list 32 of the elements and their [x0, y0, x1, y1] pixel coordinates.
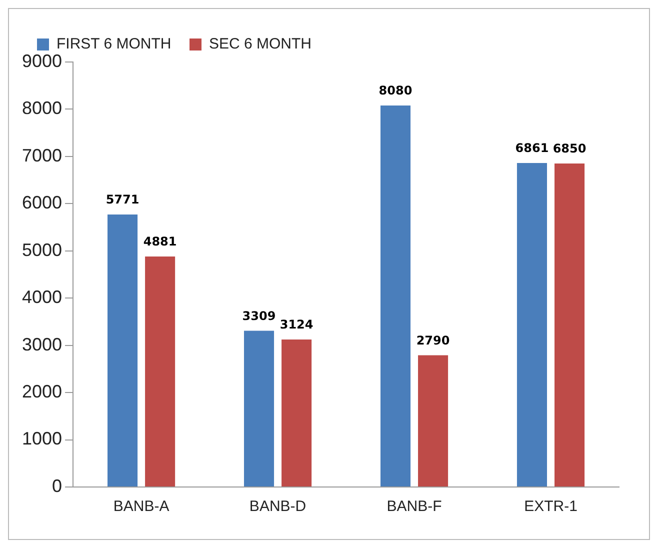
x-tick-label: BANB-D — [249, 498, 306, 516]
data-label: 2790 — [416, 333, 450, 348]
bar — [516, 163, 547, 486]
y-tick-label: 5000 — [22, 240, 62, 260]
data-label: 5771 — [106, 192, 140, 207]
data-label: 6850 — [552, 142, 586, 156]
y-tick-label: 9000 — [22, 50, 62, 71]
y-tick-label: 1000 — [22, 428, 62, 449]
x-tick-label: BANB-A — [113, 498, 170, 516]
y-tick-label: 7000 — [22, 145, 62, 166]
bar — [554, 164, 585, 486]
y-tick-label: 4000 — [22, 287, 62, 308]
y-tick-label: 8000 — [22, 98, 62, 118]
data-label: 4881 — [143, 234, 177, 249]
x-tick-label: EXTR-1 — [524, 498, 578, 516]
y-tick-label: 3000 — [22, 334, 62, 354]
data-label: 6861 — [515, 141, 549, 156]
bar — [282, 339, 312, 486]
data-label: 3309 — [242, 308, 276, 323]
data-label: 8080 — [378, 84, 412, 98]
bar — [145, 256, 176, 486]
y-tick-label: 0 — [52, 476, 62, 496]
bar — [418, 355, 448, 486]
legend-label: SEC 6 MONTH — [209, 36, 312, 53]
data-label: 3124 — [280, 318, 314, 332]
bar — [108, 214, 138, 486]
x-tick-label: BANB-F — [386, 498, 442, 516]
bar — [380, 105, 411, 486]
y-tick-label: 2000 — [22, 382, 62, 402]
legend-label: FIRST 6 MONTH — [56, 36, 172, 53]
y-tick-label: 6000 — [22, 192, 62, 213]
bar — [244, 330, 274, 486]
